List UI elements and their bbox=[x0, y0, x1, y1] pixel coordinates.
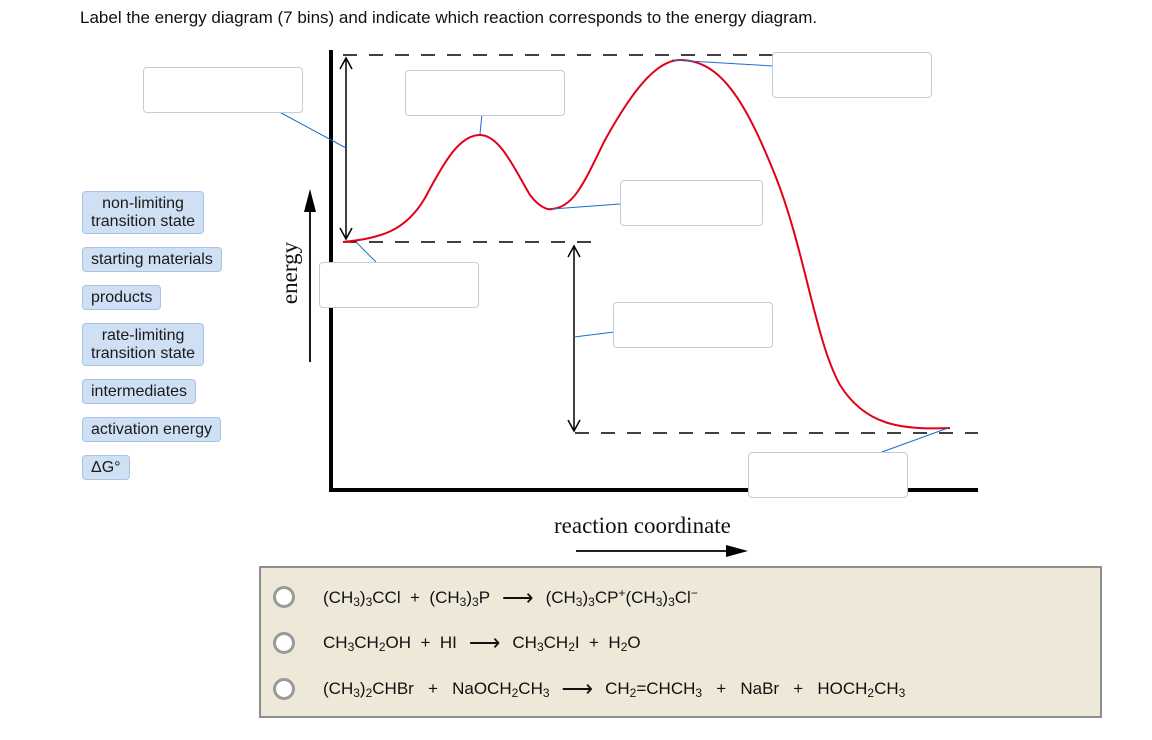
formula-part: 3 bbox=[575, 594, 583, 609]
formula-part: ) bbox=[582, 587, 589, 607]
formula-part: O bbox=[627, 632, 641, 652]
formula-part: 3 bbox=[459, 594, 467, 609]
y-axis-label: energy bbox=[277, 241, 302, 305]
formula-part: Cl bbox=[674, 587, 691, 607]
formula-part: 3 bbox=[588, 594, 595, 609]
drop-bin-3[interactable] bbox=[772, 52, 932, 98]
chip-activation-energy[interactable]: activation energy bbox=[82, 417, 221, 442]
formula-part: CHBr + NaOCH bbox=[372, 678, 512, 698]
reaction-arrow-icon: ⟶ bbox=[561, 675, 594, 701]
formula-part: CH bbox=[605, 678, 630, 698]
formula-part: (CH bbox=[323, 587, 354, 607]
formula-part: CH bbox=[543, 632, 569, 652]
formula-part: P bbox=[478, 587, 491, 607]
formula-part: 3 bbox=[655, 594, 663, 609]
radio-button-1[interactable] bbox=[273, 586, 295, 608]
drop-bin-2[interactable] bbox=[405, 70, 565, 116]
formula-part: CH bbox=[354, 632, 379, 652]
reaction-arrow-icon: ⟶ bbox=[502, 584, 534, 610]
reaction-text-1: (CH3)3CCl + (CH3)3P ⟶ (CH3)3CP+(CH3)3Cl− bbox=[323, 586, 698, 609]
x-axis-label: reaction coordinate bbox=[554, 513, 731, 538]
formula-part: CP bbox=[594, 587, 619, 607]
drop-bin-6[interactable] bbox=[613, 302, 773, 348]
reaction-arrow-icon: ⟶ bbox=[468, 629, 501, 655]
formula-part: 2 bbox=[365, 685, 373, 700]
formula-part: ) bbox=[466, 587, 472, 607]
reaction-option-2[interactable]: CH3CH2OH + HI ⟶ CH3CH2I + H2O bbox=[273, 628, 641, 658]
formula-part: CCl + (CH bbox=[372, 587, 460, 607]
formula-part: 2 bbox=[378, 639, 386, 654]
formula-part: 2 bbox=[629, 685, 637, 700]
formula-part: 3 bbox=[536, 639, 544, 654]
formula-part: 2 bbox=[568, 639, 575, 654]
reaction-choices-panel: (CH3)3CCl + (CH3)3P ⟶ (CH3)3CP+(CH3)3Cl− C… bbox=[259, 566, 1102, 718]
question-text: Label the energy diagram (7 bins) and in… bbox=[80, 8, 818, 27]
formula-part: OH + HI bbox=[385, 632, 457, 652]
formula-part: CH bbox=[874, 678, 899, 698]
formula-part: (CH bbox=[625, 587, 656, 607]
formula-part: − bbox=[690, 585, 698, 600]
formula-part: ) bbox=[359, 587, 366, 607]
formula-part: 3 bbox=[668, 594, 675, 609]
chip-products[interactable]: products bbox=[82, 285, 162, 310]
drop-bin-7[interactable] bbox=[748, 452, 908, 498]
formula-part: 2 bbox=[867, 685, 875, 700]
reaction-text-3: (CH3)2CHBr + NaOCH2CH3 ⟶ CH2=CHCH3 + NaBr … bbox=[323, 675, 906, 701]
formula-part: (CH bbox=[323, 678, 354, 698]
chip-intermediates[interactable]: intermediates bbox=[82, 379, 197, 404]
formula-part: 3 bbox=[542, 685, 550, 700]
formula-part: I + H bbox=[574, 632, 621, 652]
formula-part: 3 bbox=[353, 685, 360, 700]
reaction-option-1[interactable]: (CH3)3CCl + (CH3)3P ⟶ (CH3)3CP+(CH3)3Cl− bbox=[273, 582, 698, 612]
formula-part: 3 bbox=[353, 594, 360, 609]
formula-part: CH bbox=[518, 678, 543, 698]
chip-rate-limiting-transition-state[interactable]: rate-limiting transition state bbox=[82, 323, 205, 366]
formula-part: CH bbox=[323, 632, 348, 652]
formula-part: + NaBr + HOCH bbox=[702, 678, 868, 698]
formula-part: CH bbox=[512, 632, 537, 652]
formula-part: 3 bbox=[472, 594, 479, 609]
radio-button-2[interactable] bbox=[273, 632, 295, 654]
chip-non-limiting-transition-state[interactable]: non-limiting transition state bbox=[82, 191, 205, 234]
formula-part: ) bbox=[662, 587, 669, 607]
drop-bin-1[interactable] bbox=[143, 67, 303, 113]
formula-part: 2 bbox=[620, 639, 628, 654]
energy-curve bbox=[342, 58, 951, 430]
radio-button-3[interactable] bbox=[273, 678, 295, 700]
chip-delta-g[interactable]: ΔG° bbox=[82, 455, 130, 480]
formula-part: ) bbox=[359, 678, 366, 698]
formula-part: 3 bbox=[695, 685, 703, 700]
chip-starting-materials[interactable]: starting materials bbox=[82, 247, 222, 272]
reaction-text-2: CH3CH2OH + HI ⟶ CH3CH2I + H2O bbox=[323, 629, 641, 655]
formula-part: (CH bbox=[545, 587, 576, 607]
drop-bin-5[interactable] bbox=[319, 262, 479, 308]
formula-part: =CHCH bbox=[636, 678, 696, 698]
formula-part: 3 bbox=[347, 639, 355, 654]
formula-part: 3 bbox=[365, 594, 373, 609]
formula-part: 2 bbox=[511, 685, 519, 700]
drop-bin-4[interactable] bbox=[620, 180, 763, 226]
formula-part: + bbox=[618, 585, 626, 600]
formula-part: 3 bbox=[898, 685, 906, 700]
reaction-option-3[interactable]: (CH3)2CHBr + NaOCH2CH3 ⟶ CH2=CHCH3 + NaBr … bbox=[273, 674, 905, 704]
